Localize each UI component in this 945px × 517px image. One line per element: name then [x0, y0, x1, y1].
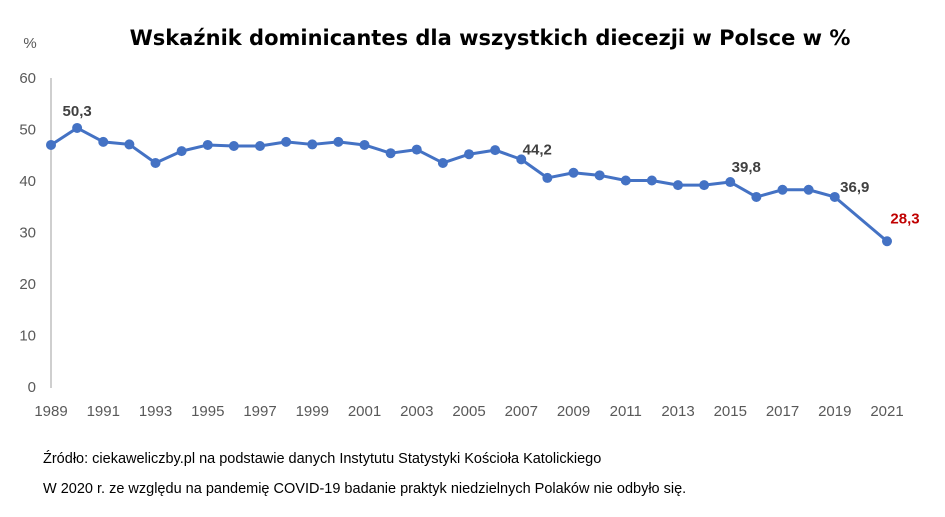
data-point [490, 145, 501, 156]
y-tick-label: 50 [19, 122, 36, 139]
data-point [72, 122, 83, 133]
data-point [228, 140, 239, 151]
data-label: 39,8 [732, 159, 761, 176]
data-point [359, 139, 370, 150]
x-tick-label: 2011 [610, 403, 642, 420]
y-tick-label: 10 [19, 328, 36, 345]
x-tick-label: 2007 [505, 403, 538, 420]
data-label: 44,2 [523, 141, 552, 158]
x-tick-label: 1997 [243, 403, 276, 420]
data-point [437, 157, 448, 168]
data-point [46, 139, 56, 150]
data-point [411, 144, 422, 155]
x-tick-label: 2009 [557, 403, 590, 420]
data-point [176, 146, 187, 157]
x-tick-label: 2005 [452, 403, 485, 420]
data-point [464, 149, 474, 160]
y-axis-label: % [23, 35, 36, 52]
data-point [646, 175, 657, 186]
data-point [542, 172, 553, 183]
data-label: 28,3 [890, 210, 919, 227]
data-label: 50,3 [63, 103, 92, 120]
x-tick-label: 2019 [818, 403, 851, 420]
data-point [98, 136, 109, 147]
data-point [124, 139, 135, 150]
data-point [255, 140, 265, 151]
x-tick-label: 1991 [87, 403, 120, 420]
line-chart: Wskaźnik dominicantes dla wszystkich die… [19, 26, 919, 420]
x-tick-label: 2001 [348, 403, 381, 420]
data-point [333, 136, 344, 147]
data-point [673, 180, 683, 191]
data-point [882, 236, 892, 247]
x-tick-label: 2021 [870, 403, 903, 420]
y-tick-label: 30 [19, 225, 36, 242]
x-tick-label: 1993 [139, 403, 172, 420]
data-point [385, 148, 396, 159]
data-point [568, 167, 579, 178]
x-tick-label: 2015 [714, 403, 747, 420]
pandemic-note: W 2020 r. ze względu na pandemię COVID-1… [43, 481, 687, 497]
data-point [281, 136, 292, 147]
y-tick-label: 0 [28, 379, 36, 396]
x-tick-label: 1999 [296, 403, 329, 420]
data-point [699, 180, 710, 191]
y-tick-label: 40 [19, 173, 36, 190]
data-point [150, 157, 161, 168]
data-point [307, 139, 318, 150]
source-note: Źródło: ciekaweliczby.pl na podstawie da… [43, 451, 602, 467]
series-line [50, 126, 888, 243]
x-tick-label: 2003 [400, 403, 433, 420]
data-point [725, 177, 736, 188]
data-point [594, 170, 605, 181]
x-tick-label: 2017 [766, 403, 799, 420]
x-tick-label: 1989 [34, 403, 67, 420]
data-point [751, 191, 762, 202]
data-point [803, 184, 814, 195]
chart-title: Wskaźnik dominicantes dla wszystkich die… [130, 26, 851, 50]
y-tick-label: 20 [19, 276, 36, 293]
data-point [829, 191, 840, 202]
data-point [777, 184, 788, 195]
y-tick-label: 60 [19, 70, 36, 87]
data-point [620, 175, 631, 186]
data-point [202, 139, 213, 150]
data-label: 36,9 [840, 179, 869, 196]
x-tick-label: 2013 [661, 403, 694, 420]
x-tick-label: 1995 [191, 403, 224, 420]
data-point [516, 154, 527, 165]
